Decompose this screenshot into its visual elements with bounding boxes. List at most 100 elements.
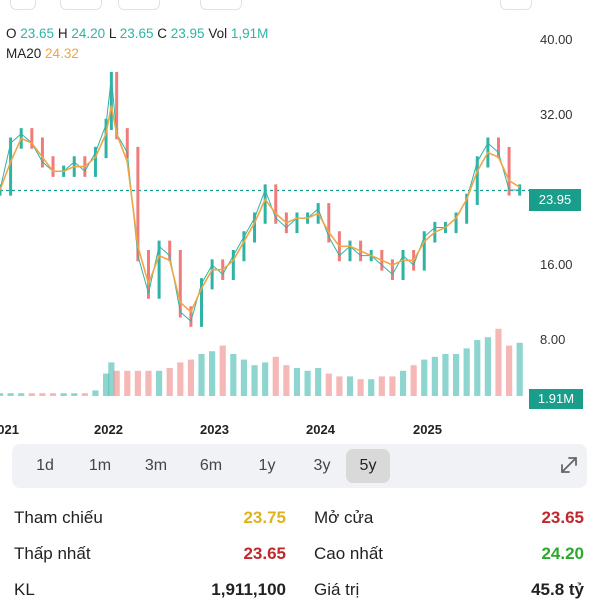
- stat-kl: KL 1,911,100: [14, 572, 286, 608]
- open-value: 23.65: [20, 26, 55, 41]
- volume-bar: [166, 368, 173, 396]
- volume-bar: [442, 354, 449, 396]
- range-1m-button[interactable]: 1m: [88, 457, 112, 474]
- volume-bar: [452, 354, 460, 396]
- y-tick-label: 40.00: [540, 32, 573, 47]
- volume-bar: [283, 365, 290, 396]
- volume-bar: [198, 354, 205, 396]
- stat-label: Tham chiếu: [14, 508, 103, 527]
- volume-bar: [102, 373, 110, 396]
- volume-bar: [49, 393, 57, 396]
- close-value: 23.95: [170, 26, 205, 41]
- volume-bar: [113, 370, 120, 396]
- volume-bar: [399, 370, 407, 396]
- range-5y-button[interactable]: 5y: [346, 449, 390, 483]
- volume-bar: [240, 359, 248, 396]
- current-volume-tag: 1.91M: [529, 389, 583, 409]
- x-tick-label: 2021: [0, 422, 19, 437]
- volume-bar: [304, 370, 311, 396]
- stat-label: Cao nhất: [314, 544, 383, 563]
- volume-bar: [145, 370, 152, 396]
- volume-bar: [71, 393, 78, 396]
- ma-value: 24.32: [45, 46, 79, 61]
- volume-bar: [378, 376, 385, 396]
- volume-bar: [177, 362, 184, 396]
- volume-bar: [389, 376, 396, 396]
- chart-canvas[interactable]: [0, 12, 600, 412]
- x-tick-label: 2025: [413, 422, 442, 437]
- volume-value: 1,91M: [230, 26, 269, 41]
- toolbar-button[interactable]: [200, 0, 242, 10]
- volume-bar: [262, 362, 269, 396]
- volume-bar: [28, 393, 35, 396]
- low-label: L: [108, 26, 116, 41]
- low-value: 23.65: [119, 26, 154, 41]
- range-1d-button[interactable]: 1d: [36, 457, 54, 474]
- stat-value: 45.8 tỷ: [531, 580, 584, 599]
- stat-mo-cua: Mở cửa 23.65: [314, 500, 584, 536]
- price-series-line: [0, 77, 520, 323]
- volume-label: Vol: [208, 26, 228, 41]
- stat-value: 23.65: [541, 508, 584, 527]
- volume-bar: [368, 379, 375, 396]
- high-value: 24.20: [71, 26, 106, 41]
- volume-bar: [18, 393, 25, 396]
- volume-bar: [272, 356, 279, 396]
- range-6m-button[interactable]: 6m: [199, 457, 223, 474]
- volume-bar: [346, 376, 354, 396]
- stat-thap-nhat: Thấp nhất 23.65: [14, 536, 286, 572]
- stat-tham-chieu: Tham chiếu 23.75: [14, 500, 286, 536]
- price-chart[interactable]: O 23.65 H 24.20 L 23.65 C 23.95 Vol 1,91…: [0, 12, 600, 437]
- stat-value: 23.65: [243, 544, 286, 563]
- range-3y-button[interactable]: 3y: [313, 457, 331, 474]
- x-tick-label: 2022: [94, 422, 123, 437]
- volume-bar: [209, 351, 216, 396]
- high-label: H: [57, 26, 68, 41]
- volume-bar: [230, 354, 237, 396]
- x-tick-label: 2023: [200, 422, 229, 437]
- volume-bar: [7, 393, 14, 396]
- volume-bar: [0, 393, 4, 396]
- volume-bar: [484, 337, 491, 396]
- toolbar-button[interactable]: [118, 0, 160, 10]
- current-price-tag: 23.95: [529, 189, 581, 211]
- stat-value: 23.75: [243, 508, 286, 527]
- y-tick-label: 16.00: [540, 257, 573, 272]
- volume-bar: [92, 390, 99, 396]
- volume-bar: [108, 362, 115, 396]
- volume-bar: [293, 368, 301, 396]
- toolbar-button[interactable]: [60, 0, 102, 10]
- y-tick-label: 8.00: [540, 332, 566, 347]
- expand-icon[interactable]: [558, 454, 580, 476]
- stat-value: 1,911,100: [211, 580, 286, 599]
- ma-label: MA20: [6, 46, 42, 61]
- volume-bar: [134, 370, 141, 396]
- range-selector: 1d 1m 3m 6m 1y 3y 5y: [12, 444, 587, 488]
- range-3m-button[interactable]: 3m: [144, 457, 168, 474]
- stat-gia-tri: Giá trị 45.8 tỷ: [314, 572, 584, 608]
- stat-label: Giá trị: [314, 580, 360, 599]
- toolbar-button[interactable]: [500, 0, 532, 10]
- open-label: O: [6, 26, 17, 41]
- volume-bar: [325, 373, 332, 396]
- volume-bar: [156, 370, 163, 396]
- x-tick-label: 2024: [306, 422, 335, 437]
- stat-label: Mở cửa: [314, 508, 374, 527]
- volume-bar: [410, 365, 417, 396]
- ma-readout: MA20 24.32: [6, 46, 79, 61]
- volume-bar: [336, 376, 343, 396]
- top-toolbar: [0, 0, 600, 12]
- ohlc-readout: O 23.65 H 24.20 L 23.65 C 23.95 Vol 1,91…: [6, 26, 268, 41]
- toolbar-button[interactable]: [10, 0, 36, 10]
- stat-label: KL: [14, 580, 35, 599]
- stat-value: 24.20: [541, 544, 584, 563]
- y-tick-label: 32.00: [540, 107, 573, 122]
- volume-bar: [463, 348, 470, 396]
- volume-bar: [39, 393, 46, 396]
- volume-bar: [251, 365, 258, 396]
- ma20-series-line: [0, 105, 521, 314]
- close-label: C: [157, 26, 168, 41]
- stat-label: Thấp nhất: [14, 544, 91, 563]
- range-1y-button[interactable]: 1y: [258, 457, 276, 474]
- volume-bar: [81, 393, 88, 396]
